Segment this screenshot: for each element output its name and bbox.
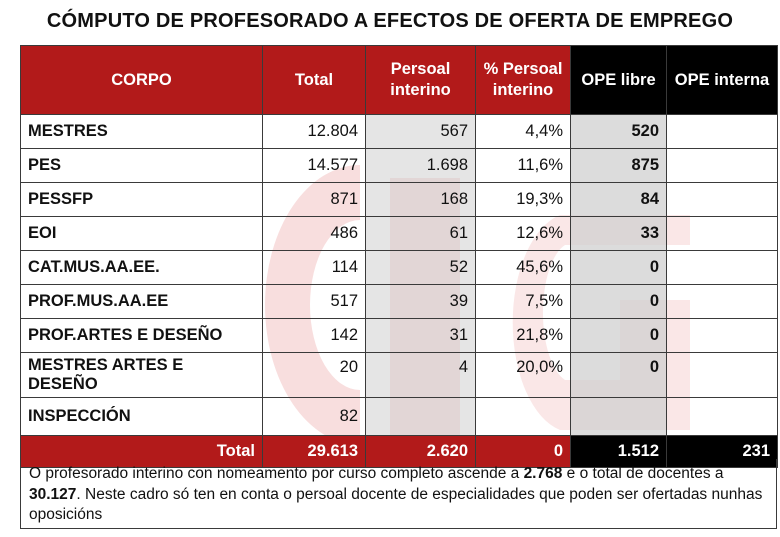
row-corpo: INSPECCIÓN: [20, 397, 263, 436]
row-total: 871: [262, 182, 366, 217]
row-ope-interna: [666, 318, 778, 353]
row-total: 12.804: [262, 114, 366, 149]
row-corpo: PES: [20, 148, 263, 183]
row-ope-interna: [666, 284, 778, 319]
row-corpo: PROF.ARTES E DESEÑO: [20, 318, 263, 353]
row-ope-interna: [666, 182, 778, 217]
row-total: 142: [262, 318, 366, 353]
ope-table: CORPO Total Persoal interino % Persoal i…: [20, 45, 778, 468]
row-ope-libre: 0: [570, 352, 667, 398]
table-row: PES 14.577 1.698 11,6% 875: [20, 148, 778, 183]
totals-total: 29.613: [262, 435, 366, 468]
row-total: 14.577: [262, 148, 366, 183]
row-corpo: PESSFP: [20, 182, 263, 217]
row-corpo: EOI: [20, 216, 263, 251]
totals-ope-interna: 231: [666, 435, 778, 468]
row-pct: 12,6%: [475, 216, 571, 251]
row-corpo: MESTRES: [20, 114, 263, 149]
table-row: MESTRES 12.804 567 4,4% 520: [20, 114, 778, 149]
row-corpo: CAT.MUS.AA.EE.: [20, 250, 263, 285]
row-corpo: MESTRES ARTES E DESEÑO: [20, 352, 263, 398]
header-ope-interna: OPE interna: [666, 45, 778, 115]
row-pct: [475, 397, 571, 436]
row-ope-interna: [666, 397, 778, 436]
table-row: PROF.MUS.AA.EE 517 39 7,5% 0: [20, 284, 778, 319]
footnote: O profesorado interino con nomeamento po…: [20, 459, 777, 529]
row-ope-interna: [666, 250, 778, 285]
row-ope-libre: 0: [570, 250, 667, 285]
page-title: CÓMPUTO DE PROFESORADO A EFECTOS DE OFER…: [46, 10, 734, 32]
table-row: CAT.MUS.AA.EE. 114 52 45,6% 0: [20, 250, 778, 285]
totals-interino: 2.620: [365, 435, 476, 468]
row-ope-libre: 84: [570, 182, 667, 217]
row-pct: 21,8%: [475, 318, 571, 353]
row-pct: 4,4%: [475, 114, 571, 149]
row-ope-libre: 875: [570, 148, 667, 183]
totals-ope-libre: 1.512: [570, 435, 667, 468]
row-interino: 52: [365, 250, 476, 285]
row-total: 517: [262, 284, 366, 319]
row-pct: 45,6%: [475, 250, 571, 285]
row-ope-interna: [666, 114, 778, 149]
row-ope-libre: 520: [570, 114, 667, 149]
row-interino: 1.698: [365, 148, 476, 183]
row-total: 82: [262, 397, 366, 436]
row-interino: 31: [365, 318, 476, 353]
row-interino: 4: [365, 352, 476, 398]
header-pct-interino: % Persoal interino: [475, 45, 571, 115]
footnote-text: e o total de docentes a: [562, 465, 724, 482]
table-row: INSPECCIÓN 82: [20, 397, 778, 436]
row-interino: 39: [365, 284, 476, 319]
footnote-docentes-value: 30.127: [29, 485, 77, 503]
row-ope-interna: [666, 352, 778, 398]
row-ope-interna: [666, 148, 778, 183]
row-pct: 11,6%: [475, 148, 571, 183]
row-ope-libre: 0: [570, 284, 667, 319]
row-ope-libre: 33: [570, 216, 667, 251]
totals-pct: 0: [475, 435, 571, 468]
totals-row: Total 29.613 2.620 0 1.512 231: [20, 435, 778, 468]
table-row: PESSFP 871 168 19,3% 84: [20, 182, 778, 217]
row-interino: 567: [365, 114, 476, 149]
row-interino: 168: [365, 182, 476, 217]
table-row: MESTRES ARTES E DESEÑO 20 4 20,0% 0: [20, 352, 778, 398]
footnote-text: O profesorado interino con nomeamento po…: [29, 465, 524, 482]
row-ope-libre: [570, 397, 667, 436]
row-ope-libre: 0: [570, 318, 667, 353]
row-corpo: PROF.MUS.AA.EE: [20, 284, 263, 319]
header-persoal-interino: Persoal interino: [365, 45, 476, 115]
totals-label: Total: [20, 435, 263, 468]
row-interino: [365, 397, 476, 436]
row-total: 114: [262, 250, 366, 285]
row-pct: 20,0%: [475, 352, 571, 398]
row-total: 486: [262, 216, 366, 251]
row-ope-interna: [666, 216, 778, 251]
row-total: 20: [262, 352, 366, 398]
header-corpo: CORPO: [20, 45, 263, 115]
row-pct: 7,5%: [475, 284, 571, 319]
header-ope-libre: OPE libre: [570, 45, 667, 115]
row-pct: 19,3%: [475, 182, 571, 217]
footnote-interinos-value: 2.768: [523, 465, 563, 482]
header-total: Total: [262, 45, 366, 115]
table-row: EOI 486 61 12,6% 33: [20, 216, 778, 251]
table-row: PROF.ARTES E DESEÑO 142 31 21,8% 0: [20, 318, 778, 353]
footnote-text: . Neste cadro só ten en conta o persoal …: [29, 485, 763, 524]
row-interino: 61: [365, 216, 476, 251]
